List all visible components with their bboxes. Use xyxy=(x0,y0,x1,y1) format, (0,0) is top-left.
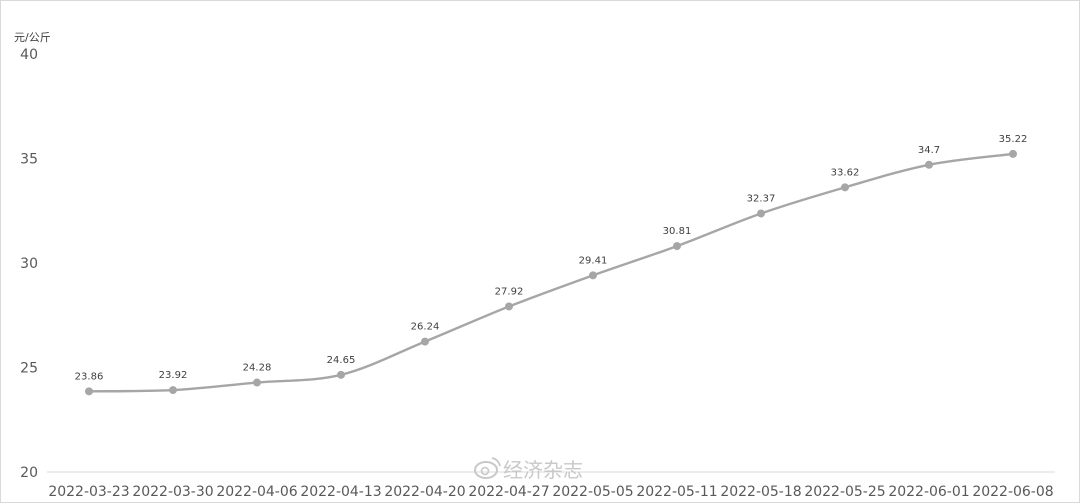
data-label: 33.62 xyxy=(831,167,860,178)
labels-layer: 23.86 23.92 24.28 24.65 26.24 27.92 29.41 30.81… xyxy=(75,134,1028,382)
x-tick-label: 2022-04-27 xyxy=(468,484,549,500)
data-label: 24.65 xyxy=(327,355,356,366)
watermark: 经济杂志 xyxy=(474,457,583,482)
x-tick-label: 2022-06-08 xyxy=(972,484,1053,500)
data-label: 35.22 xyxy=(999,134,1028,145)
data-point xyxy=(1009,149,1017,158)
data-label: 23.92 xyxy=(159,370,188,381)
data-label: 27.92 xyxy=(495,286,524,297)
y-tick-label: 25 xyxy=(20,361,38,377)
x-tick-label: 2022-04-20 xyxy=(384,484,465,500)
x-tick-label: 2022-04-13 xyxy=(300,484,381,500)
watermark-text: 经济杂志 xyxy=(503,458,583,482)
y-tick-label: 20 xyxy=(20,465,38,481)
x-tick-label: 2022-03-30 xyxy=(132,484,213,500)
axes: 20 25 30 35 40 2022-03-23 2022-03-30 2022-04-06… xyxy=(20,47,1055,500)
line-layer xyxy=(88,152,1014,393)
x-tick-label: 2022-03-23 xyxy=(48,484,129,500)
series-line xyxy=(88,152,1014,393)
x-tick-label: 2022-05-25 xyxy=(804,484,885,500)
data-label: 24.28 xyxy=(243,363,272,374)
y-tick-label: 35 xyxy=(20,152,38,168)
points-layer xyxy=(85,149,1017,396)
data-point xyxy=(253,378,261,387)
data-point xyxy=(85,387,93,396)
data-point xyxy=(337,370,345,379)
x-tick-label: 2022-06-01 xyxy=(888,484,969,500)
data-point xyxy=(421,337,429,346)
x-tick-label: 2022-05-11 xyxy=(636,484,717,500)
data-label: 29.41 xyxy=(579,255,608,266)
weibo-icon xyxy=(474,457,501,479)
data-label: 30.81 xyxy=(663,226,692,237)
data-label: 32.37 xyxy=(747,193,776,204)
data-point xyxy=(757,209,765,218)
data-label: 34.7 xyxy=(918,145,940,156)
y-axis-unit-label: 元/公斤 xyxy=(14,31,51,44)
x-tick-label: 2022-04-06 xyxy=(216,484,297,500)
y-tick-label: 40 xyxy=(20,47,38,63)
x-tick-label: 2022-05-18 xyxy=(720,484,801,500)
x-tick-label: 2022-05-05 xyxy=(552,484,633,500)
data-label: 26.24 xyxy=(411,322,440,333)
data-point xyxy=(925,160,933,169)
data-point xyxy=(673,242,681,251)
data-point xyxy=(841,183,849,192)
data-point xyxy=(169,386,177,395)
data-point xyxy=(589,271,597,280)
y-tick-label: 30 xyxy=(20,256,38,272)
data-point xyxy=(505,302,513,311)
data-label: 23.86 xyxy=(75,371,104,382)
